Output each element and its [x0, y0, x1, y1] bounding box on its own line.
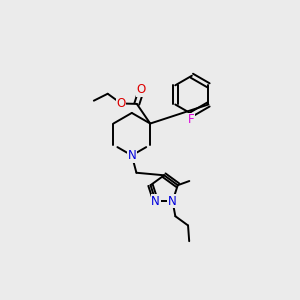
Text: N: N — [152, 195, 160, 208]
Text: O: O — [137, 83, 146, 96]
Text: N: N — [168, 195, 177, 208]
Text: N: N — [128, 149, 136, 162]
Text: F: F — [188, 113, 194, 126]
Text: O: O — [116, 97, 126, 110]
